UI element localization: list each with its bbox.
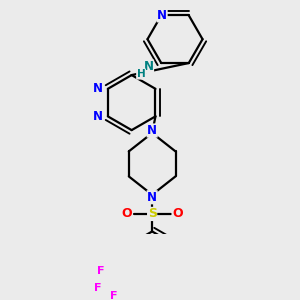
Text: N: N bbox=[147, 124, 157, 137]
Text: N: N bbox=[93, 82, 103, 95]
Text: F: F bbox=[110, 291, 118, 300]
Text: S: S bbox=[148, 207, 157, 220]
Text: O: O bbox=[172, 207, 183, 220]
Text: O: O bbox=[122, 207, 132, 220]
Text: F: F bbox=[94, 283, 101, 293]
Text: N: N bbox=[143, 60, 154, 73]
Text: N: N bbox=[93, 110, 103, 123]
Text: F: F bbox=[97, 266, 104, 276]
Text: H: H bbox=[137, 69, 146, 79]
Text: N: N bbox=[157, 9, 167, 22]
Text: N: N bbox=[147, 191, 157, 204]
